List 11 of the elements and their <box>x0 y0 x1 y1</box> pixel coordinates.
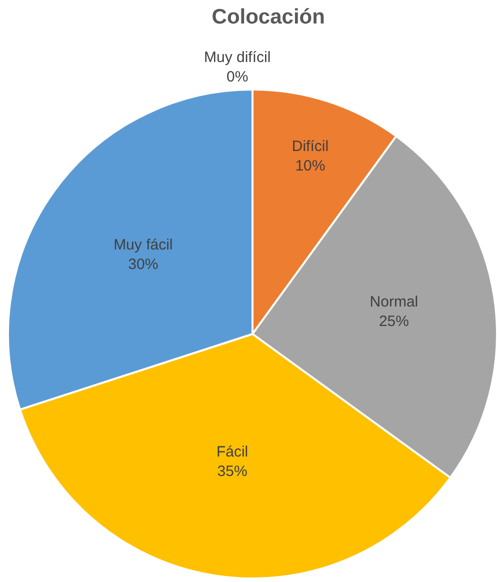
data-label: 35% <box>217 462 248 480</box>
slice-label: Fácil <box>216 443 248 460</box>
data-label: 10% <box>295 158 326 175</box>
slice-label: Muy fácil <box>114 236 173 254</box>
data-label: 25% <box>378 312 409 330</box>
slice-label: Normal <box>370 293 418 310</box>
slice-label: Difícil <box>292 138 329 156</box>
chart-title: Colocación <box>212 5 325 28</box>
text: 0% <box>226 68 248 86</box>
category-label: Muy difícil <box>204 49 271 66</box>
data-label: 30% <box>128 256 158 273</box>
